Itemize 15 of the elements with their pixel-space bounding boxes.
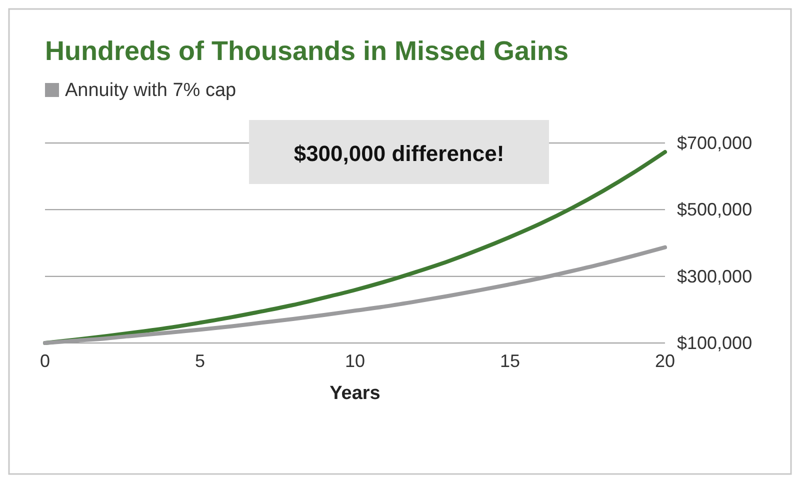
x-axis-title: Years: [330, 383, 380, 404]
annotation: $300,000 difference!: [294, 141, 504, 166]
y-tick-label: $700,000: [677, 133, 752, 153]
chart-title: Hundreds of Thousands in Missed Gains: [45, 36, 569, 66]
x-tick-label: 20: [654, 351, 676, 371]
y-tick-label: $100,000: [677, 333, 752, 353]
x-tick-label: 0: [40, 351, 50, 371]
callout-box: $300,000 difference!: [249, 120, 549, 184]
x-tick-label: 15: [500, 351, 520, 371]
x-tick-label: 5: [194, 351, 206, 371]
y-tick-label: $300,000: [677, 266, 752, 286]
legend-label: Annuity with 7% cap: [65, 80, 236, 101]
line-series: [43, 245, 667, 345]
x-tick-label: 10: [344, 351, 366, 371]
y-tick-label: $500,000: [677, 200, 752, 220]
